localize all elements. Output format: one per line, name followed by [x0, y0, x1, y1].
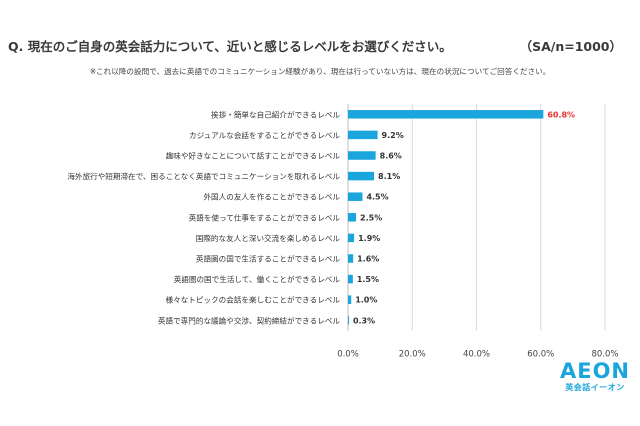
category-label: 挨拶・簡単な自己紹介ができるレベル	[211, 109, 340, 119]
bar	[348, 171, 375, 181]
bar	[348, 295, 352, 304]
logo-word: AEON	[559, 359, 631, 383]
question-text: Q. 現在のご自身の英会話力について、近いと感じるレベルをお選びください。	[8, 39, 452, 54]
value-label: 60.8%	[547, 110, 575, 119]
category-label: 国際的な友人と深い交流を楽しめるレベル	[196, 233, 341, 243]
category-label: カジュアルな会話をすることができるレベル	[189, 130, 340, 140]
bar	[348, 130, 378, 140]
bar	[348, 151, 376, 160]
value-label: 2.5%	[360, 213, 382, 222]
x-tick-label: 40.0%	[463, 350, 490, 360]
category-label: 英語を使って仕事をすることができるレベル	[189, 212, 341, 222]
value-label: 8.6%	[380, 152, 402, 161]
category-label: 外国人の友人を作ることができるレベル	[203, 192, 340, 202]
category-label: 趣味や好きなことについて話すことができるレベル	[166, 151, 341, 161]
question-title: Q. 現在のご自身の英会話力について、近いと感じるレベルをお選びください。 （S…	[8, 36, 632, 55]
survey-note: ※これ以降の設問で、過去に英語でのコミュニケーション経験があり、現在は行っていな…	[89, 67, 551, 76]
x-tick-label: 20.0%	[399, 350, 426, 360]
value-label: 1.5%	[357, 275, 379, 284]
bar	[348, 274, 353, 284]
category-label: 英語圏の国で生活することができるレベル	[196, 254, 341, 264]
value-label: 1.9%	[358, 234, 380, 243]
category-label: 英語で専門的な議論や交渉、契約締結ができるレベル	[158, 315, 341, 325]
x-tick-label: 0.0%	[337, 350, 359, 360]
bar	[348, 192, 363, 201]
value-label: 0.3%	[353, 316, 375, 325]
value-label: 4.5%	[366, 193, 388, 202]
bar	[348, 233, 355, 243]
bar	[348, 316, 349, 325]
category-label: 様々なトピックの会話を楽しむことができるレベル	[165, 295, 340, 305]
aeon-logo: AEON 英会話イーオン	[555, 360, 635, 394]
x-tick-label: 80.0%	[591, 350, 618, 360]
logo-subtitle: 英会話イーオン	[565, 383, 625, 392]
value-label: 8.1%	[378, 172, 400, 181]
category-label: 英語圏の国で生活して、働くことができるレベル	[174, 274, 341, 284]
category-label: 海外旅行や短期滞在で、困ることなく英語でコミュニケーションを取れるレベル	[67, 171, 340, 181]
value-label: 9.2%	[382, 131, 404, 140]
x-tick-label: 60.0%	[527, 350, 554, 360]
bar	[348, 213, 357, 222]
bar	[348, 110, 544, 119]
value-label: 1.6%	[357, 255, 379, 264]
bar	[348, 254, 354, 263]
sample-size: （SA/n=1000）	[519, 39, 622, 54]
value-label: 1.0%	[355, 296, 377, 305]
